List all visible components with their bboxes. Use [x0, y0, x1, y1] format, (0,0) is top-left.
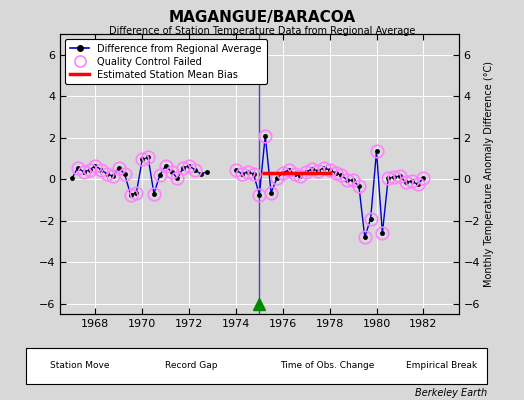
Text: MAGANGUE/BARACOA: MAGANGUE/BARACOA — [168, 10, 356, 25]
Text: Station Move: Station Move — [50, 362, 110, 370]
Text: Empirical Break: Empirical Break — [406, 362, 477, 370]
Text: Difference of Station Temperature Data from Regional Average: Difference of Station Temperature Data f… — [109, 26, 415, 36]
Text: Record Gap: Record Gap — [165, 362, 217, 370]
Y-axis label: Monthly Temperature Anomaly Difference (°C): Monthly Temperature Anomaly Difference (… — [484, 61, 494, 287]
Legend: Difference from Regional Average, Quality Control Failed, Estimated Station Mean: Difference from Regional Average, Qualit… — [65, 39, 267, 84]
Text: Berkeley Earth: Berkeley Earth — [415, 388, 487, 398]
Text: Time of Obs. Change: Time of Obs. Change — [280, 362, 375, 370]
